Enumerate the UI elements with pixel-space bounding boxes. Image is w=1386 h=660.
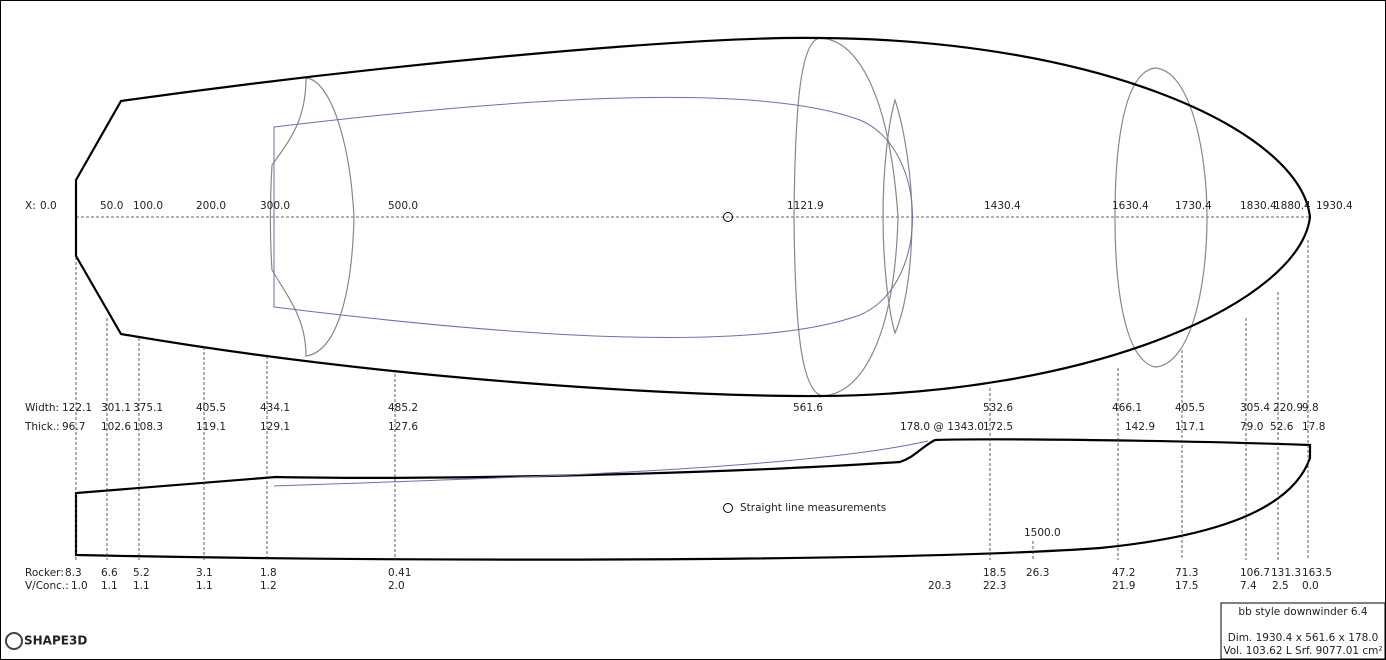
thickness-value: 142.9: [1125, 421, 1155, 433]
vconc-value: 0.0: [1302, 580, 1319, 592]
thickness-value: 96.7: [62, 421, 85, 433]
rocker-value: 5.2: [133, 567, 150, 579]
width-value: 220.9: [1273, 402, 1303, 414]
width-label: Width:: [25, 402, 59, 414]
stations-value: 100.0: [133, 200, 163, 212]
stations-value: 1121.9: [787, 200, 824, 212]
side-profile: [74, 438, 1312, 561]
rocker-value: 3.1: [196, 567, 213, 579]
stations-value: 0.0: [40, 200, 57, 212]
vconc-value: 1.0: [71, 580, 88, 592]
vconc-value: 1.1: [196, 580, 213, 592]
width-value: 532.6: [983, 402, 1013, 414]
vconc-value: 22.3: [983, 580, 1006, 592]
vconc-value: 17.5: [1175, 580, 1198, 592]
width-value: 405.5: [1175, 402, 1205, 414]
thickness-value: 102.6: [101, 421, 131, 433]
annotation: 1500.0: [1024, 527, 1061, 539]
rocker-label: Rocker:: [25, 567, 64, 579]
cross-section: [1114, 67, 1208, 368]
stations-value: 1880.4: [1274, 200, 1311, 212]
thickness-value: 108.3: [133, 421, 163, 433]
rocker-value: 6.6: [101, 567, 118, 579]
stations-value: 1730.4: [1175, 200, 1212, 212]
info-volume: Vol. 103.62 L Srf. 9077.01 cm²: [1223, 645, 1382, 657]
vconc-value: 1.1: [101, 580, 118, 592]
width-value: 561.6: [793, 402, 823, 414]
thickness-value: 127.6: [388, 421, 418, 433]
rocker-value: 26.3: [1026, 567, 1049, 579]
stations-value: 1430.4: [984, 200, 1021, 212]
rocker-value: 8.3: [65, 567, 82, 579]
radio-button[interactable]: [723, 503, 733, 513]
thickness-label: Thick.:: [24, 421, 60, 433]
thickness-value: 52.6: [1270, 421, 1294, 433]
thickness-value: 178.0 @ 1343.0: [900, 421, 984, 433]
rocker-value: 131.3: [1271, 567, 1301, 579]
info-dimensions: Dim. 1930.4 x 561.6 x 178.0: [1228, 632, 1379, 644]
rocker-value: 47.2: [1112, 567, 1135, 579]
stations-value: 50.0: [100, 200, 123, 212]
stations-value: 500.0: [388, 200, 418, 212]
option-label[interactable]: Straight line measurements: [740, 502, 886, 514]
rocker-value: 0.41: [388, 567, 411, 579]
board-outline: [74, 36, 1312, 398]
thickness-value: 119.1: [196, 421, 226, 433]
thickness-value: 17.8: [1302, 421, 1325, 433]
width-value: 122.1: [62, 402, 92, 414]
cross-section: [269, 77, 355, 357]
stations-value: 1630.4: [1112, 200, 1149, 212]
rocker-value: 71.3: [1175, 567, 1198, 579]
vconc-value: 2.5: [1272, 580, 1289, 592]
vconc-value: 20.3: [928, 580, 951, 592]
info-title: bb style downwinder 6.4: [1238, 606, 1367, 618]
vconc-value: 2.0: [388, 580, 405, 592]
thickness-value: 129.1: [260, 421, 290, 433]
width-value: 9.8: [1302, 402, 1319, 414]
rocker-value: 18.5: [983, 567, 1006, 579]
width-value: 485.2: [388, 402, 418, 414]
thickness-value: 117.1: [1175, 421, 1205, 433]
vconc-value: 7.4: [1240, 580, 1257, 592]
logo-icon: [5, 632, 23, 650]
rocker-value: 163.5: [1302, 567, 1332, 579]
stations-value: 1830.4: [1240, 200, 1277, 212]
width-value: 434.1: [260, 402, 290, 414]
stations-value: 1930.4: [1316, 200, 1353, 212]
logo: SHAPE3D: [24, 634, 87, 648]
info-box: [1220, 602, 1386, 660]
width-value: 405.5: [196, 402, 226, 414]
vconc-value: 1.2: [260, 580, 277, 592]
vconc-value: 21.9: [1112, 580, 1135, 592]
width-value: 375.1: [133, 402, 163, 414]
rocker-value: 106.7: [1240, 567, 1270, 579]
stations-label: X:: [25, 200, 36, 212]
center-marker: [723, 212, 733, 222]
width-value: 301.1: [101, 402, 131, 414]
cross-section: [882, 97, 913, 335]
deck-line: [273, 440, 929, 487]
thickness-value: 172.5: [983, 421, 1013, 433]
width-value: 305.4: [1240, 402, 1270, 414]
stations-value: 200.0: [196, 200, 226, 212]
vconc-label: V/Conc.:: [25, 580, 69, 592]
thickness-value: 79.0: [1240, 421, 1263, 433]
deck-line: [273, 96, 913, 339]
vconc-value: 1.1: [133, 580, 150, 592]
rocker-value: 1.8: [260, 567, 277, 579]
width-value: 466.1: [1112, 402, 1142, 414]
stations-value: 300.0: [260, 200, 290, 212]
